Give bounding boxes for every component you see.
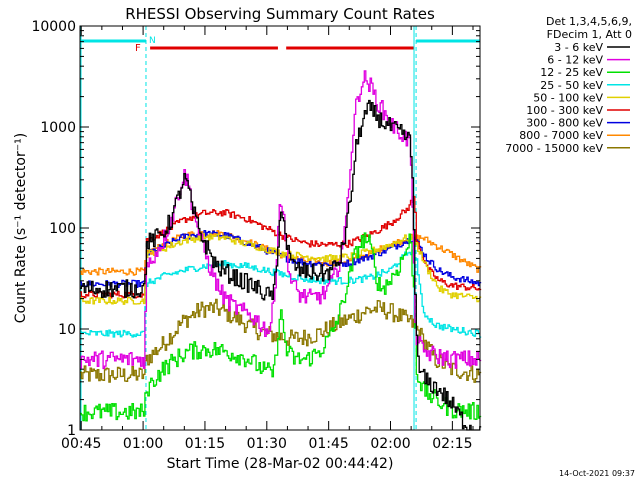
- timestamp: 14-Oct-2021 09:37: [559, 469, 635, 478]
- y-tick-label: 100: [49, 221, 76, 237]
- legend-entry-label-2: 12 - 25 keV: [540, 66, 603, 79]
- series-line-2: [80, 232, 482, 422]
- series-line-6: [80, 229, 482, 288]
- legend-entry-label-1: 6 - 12 keV: [547, 54, 603, 67]
- axis-ticks: 1 10 100 1000 10000 00:45 01:00 01:15 01:30 01:45…: [31, 19, 481, 452]
- plot-area: FN: [80, 26, 482, 431]
- series-line-5: [80, 195, 482, 299]
- x-tick-label: 01:15: [185, 436, 225, 452]
- chart-title: RHESSI Observing Summary Count Rates: [125, 5, 435, 23]
- legend-entry-label-0: 3 - 6 keV: [554, 41, 603, 54]
- legend-entry-label-5: 100 - 300 keV: [526, 104, 603, 117]
- flag-label-n: N: [149, 36, 156, 46]
- y-axis-label: Count Rate (s⁻¹ detector⁻¹): [13, 133, 29, 323]
- x-tick-label: 01:30: [247, 436, 287, 452]
- x-tick-label: 00:45: [61, 436, 101, 452]
- x-axis-label: Start Time (28-Mar-02 00:44:42): [167, 456, 394, 472]
- legend-entry-label-6: 300 - 800 keV: [526, 117, 603, 130]
- legend-entry-label-8: 7000 - 15000 keV: [505, 142, 603, 155]
- series-line-8: [80, 298, 482, 383]
- y-tick-label: 10: [58, 322, 76, 338]
- legend-header-line-1: Det 1,3,4,5,6,9,: [546, 15, 632, 28]
- x-tick-label: 02:15: [432, 436, 472, 452]
- y-tick-label: 1000: [40, 120, 76, 136]
- x-tick-label: 01:00: [123, 436, 163, 452]
- legend-entry-label-3: 25 - 50 keV: [540, 79, 603, 92]
- series-line-0: [80, 99, 482, 431]
- x-tick-label: 01:45: [308, 436, 348, 452]
- legend-header-line-2: FDecim 1, Att 0: [547, 28, 632, 41]
- y-tick-label: 10000: [31, 19, 76, 35]
- legend-entry-label-4: 50 - 100 keV: [533, 91, 603, 104]
- legend-entry-label-7: 800 - 7000 keV: [519, 129, 603, 142]
- y-tick-label: 1: [67, 423, 76, 439]
- x-tick-label: 02:00: [370, 436, 410, 452]
- flag-label-f: F: [135, 43, 141, 54]
